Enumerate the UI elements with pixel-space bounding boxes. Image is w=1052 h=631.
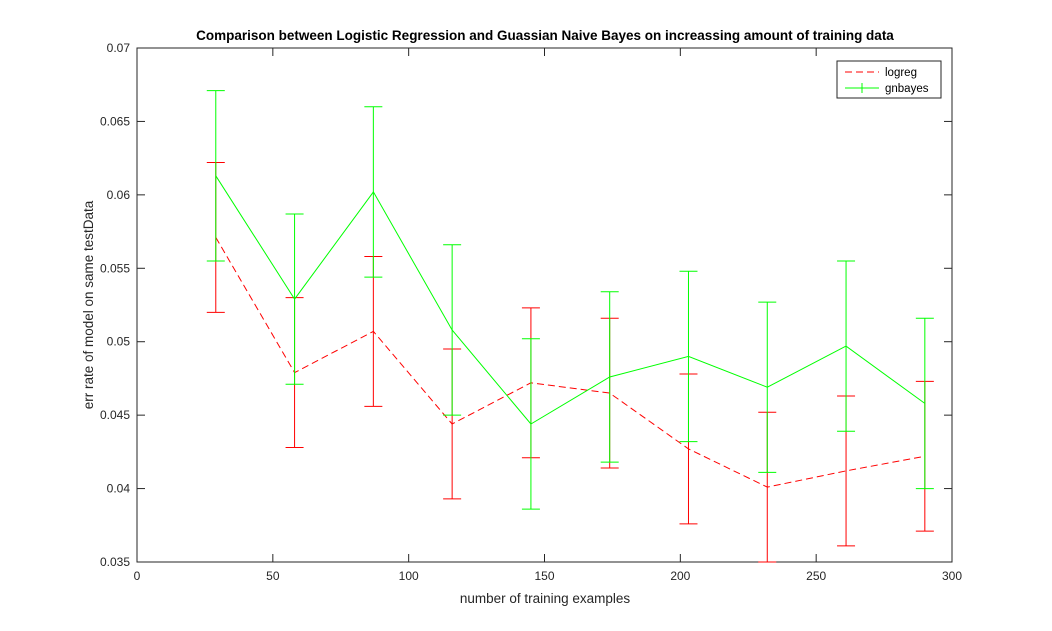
- y-tick-label: 0.07: [107, 41, 131, 55]
- y-tick-label: 0.06: [107, 188, 131, 202]
- plot-area: 0 50 100 150 200 250 300 0.035 0.04 0.045 0.05 0.05…: [100, 41, 962, 583]
- axes-box: [136, 47, 953, 563]
- x-tick-label: 150: [534, 569, 554, 583]
- legend-box: [836, 60, 942, 99]
- legend-label-gnbayes: gnbayes: [885, 83, 929, 95]
- x-tick-label: 100: [399, 569, 419, 583]
- chart-title: Comparison between Logistic Regression a…: [196, 28, 894, 43]
- series-line-gnbayes: [215, 175, 926, 425]
- legend: logreg gnbayes: [836, 60, 942, 99]
- y-tick-label: 0.065: [100, 114, 130, 128]
- series-logreg: [206, 162, 934, 563]
- y-tick-label: 0.05: [107, 335, 131, 349]
- y-tick-label: 0.045: [100, 408, 130, 422]
- legend-label-logreg: logreg: [885, 67, 917, 79]
- x-tick-label: 200: [670, 569, 690, 583]
- y-tick-label: 0.04: [107, 482, 131, 496]
- y-axis-title: err rate of model on same testData: [81, 200, 96, 409]
- y-tick-label: 0.055: [100, 261, 130, 275]
- x-tick-label: 300: [942, 569, 962, 583]
- x-tick-label: 250: [806, 569, 826, 583]
- series-line-logreg: [215, 237, 925, 488]
- x-tick-label: 0: [134, 569, 141, 583]
- x-tick-label: 50: [266, 569, 280, 583]
- y-tick-label: 0.035: [100, 555, 130, 569]
- x-axis-title: number of training examples: [460, 591, 631, 606]
- series-gnbayes: [206, 90, 934, 510]
